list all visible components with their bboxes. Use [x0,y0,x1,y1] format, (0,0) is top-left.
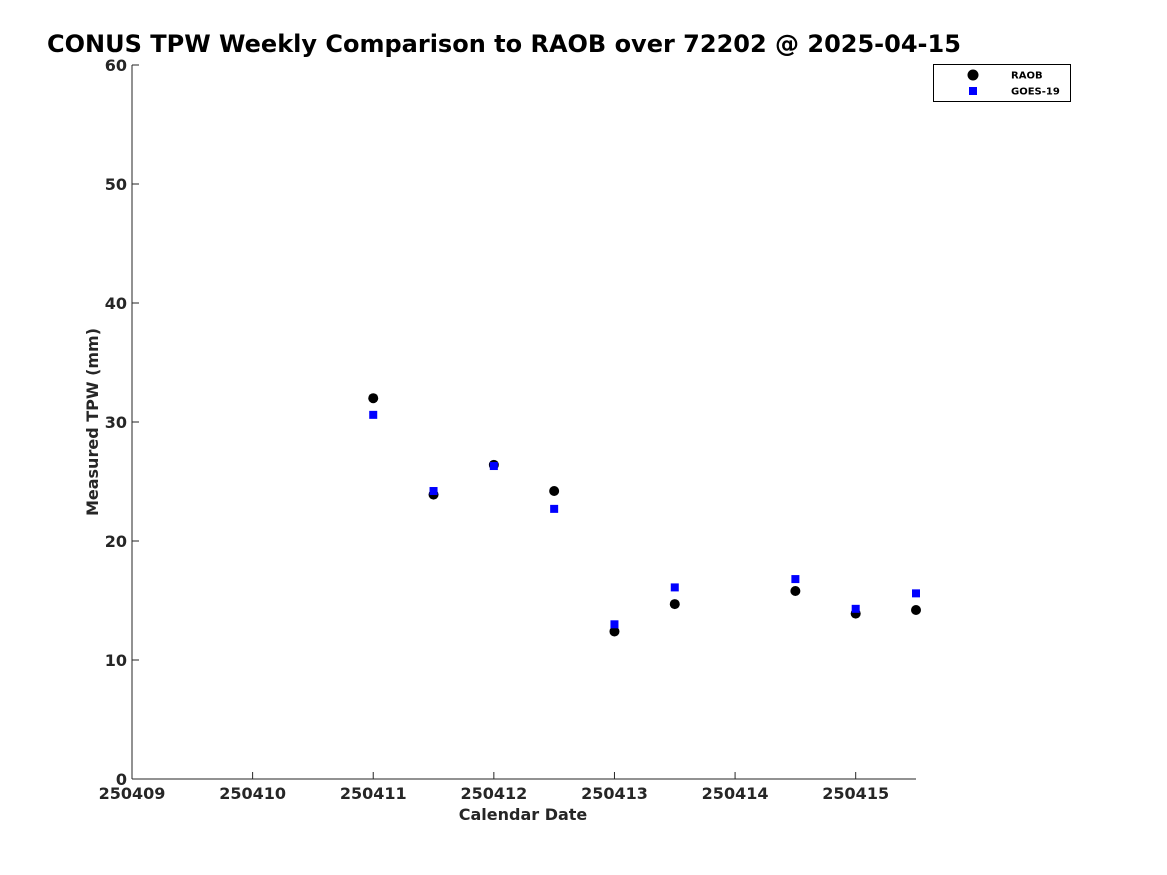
point-goes-19-250412.5 [550,504,559,513]
point-goes-19-250414.5 [791,575,800,584]
y-tick-label: 30 [105,413,127,432]
legend-label-goes19: GOES-19 [1011,87,1060,98]
y-tick-label: 50 [105,175,127,194]
x-tick-label: 250411 [340,784,407,803]
y-tick-label: 0 [116,770,127,789]
point-goes-19-250415 [851,604,860,613]
x-ticks: 250409 250410 250411 250412 250413 250414 2504… [99,772,889,803]
x-axis-label: Calendar Date [459,805,588,824]
point-raob-250411 [368,393,379,404]
point-raob-250413 [609,626,620,637]
y-ticks: 0 10 20 30 40 50 60 [105,56,139,789]
point-raob-250414.5 [790,585,801,596]
y-tick-label: 40 [105,294,127,313]
legend-box [933,64,1071,102]
legend: RAOB GOES-19 [933,64,1071,102]
x-tick-label: 250413 [581,784,648,803]
point-raob-250415.5 [911,605,921,616]
legend-marker-goes19 [969,87,977,95]
point-goes-19-250413 [610,620,619,629]
point-goes-19-250411 [369,410,378,419]
x-tick-label: 250415 [822,784,889,803]
x-tick-label: 250409 [99,784,166,803]
x-tick-label: 250412 [460,784,527,803]
chart-title: CONUS TPW Weekly Comparison to RAOB over… [47,30,961,58]
point-goes-19-250411.5 [429,487,438,496]
legend-marker-raob [967,69,979,81]
point-goes-19-250415.5 [912,589,920,598]
y-tick-label: 60 [105,56,127,75]
y-tick-label: 20 [105,532,127,551]
y-axis-label: Measured TPW (mm) [83,328,102,516]
x-tick-label: 250414 [702,784,769,803]
point-goes-19-250412 [489,462,498,471]
point-goes-19-250413.5 [670,583,679,592]
point-raob-250413.5 [669,599,680,610]
legend-label-raob: RAOB [1011,71,1043,82]
data-points [368,393,921,637]
y-tick-label: 10 [105,651,127,670]
point-raob-250412.5 [549,486,560,497]
x-tick-label: 250410 [219,784,286,803]
